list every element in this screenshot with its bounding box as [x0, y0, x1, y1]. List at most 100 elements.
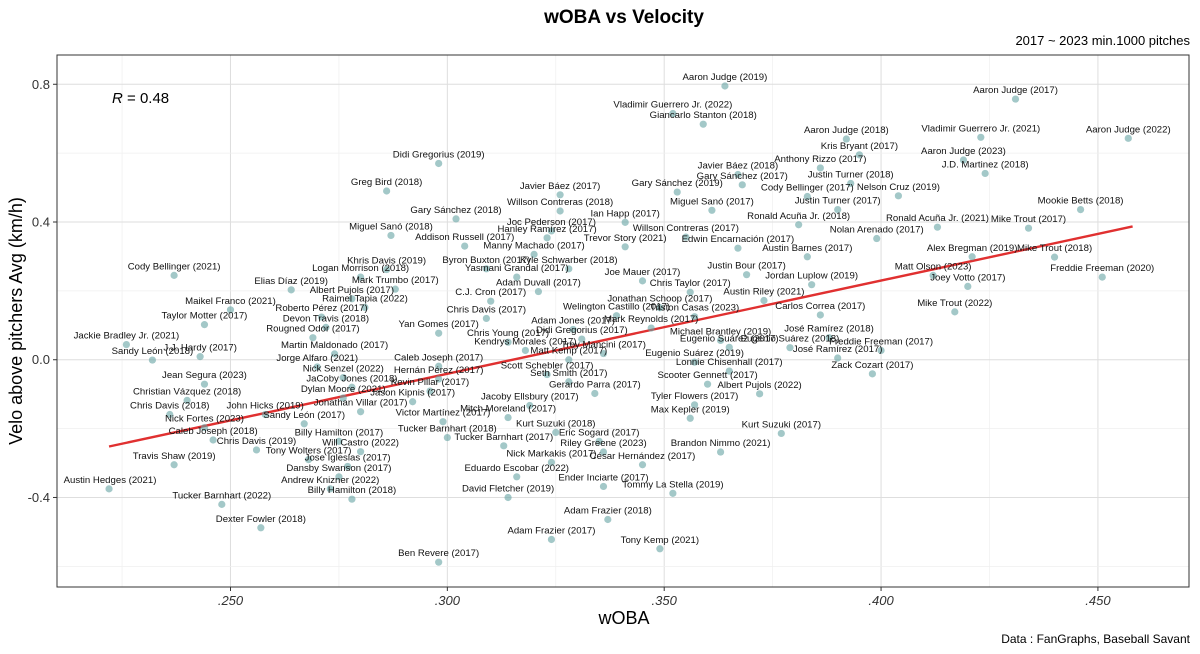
point-label: Mark Trumbo (2017)	[352, 275, 439, 286]
trend-line	[108, 225, 1133, 448]
data-point	[725, 367, 733, 375]
point-label: Eugenio Suárez (2018)	[741, 334, 840, 345]
point-label: Kris Bryant (2017)	[821, 141, 898, 152]
data-point	[200, 321, 209, 329]
point-label: Cody Bellinger (2021)	[128, 261, 221, 272]
point-label: Mookie Betts (2018)	[1038, 196, 1124, 207]
data-point	[690, 313, 699, 321]
data-point	[725, 343, 733, 351]
data-point	[252, 446, 261, 454]
point-label: Victor Martínez (2017)	[396, 408, 491, 419]
data-point	[1076, 206, 1085, 214]
point-label: Austin Barnes (2017)	[762, 243, 852, 254]
point-label: Justin Bour (2017)	[707, 261, 785, 272]
point-label: Eric Sogard (2017)	[559, 427, 640, 438]
point-label: Adam Frazier (2017)	[507, 525, 595, 536]
point-label: Adam Duvall (2017)	[496, 278, 581, 289]
data-point	[209, 436, 217, 444]
point-label: Will Castro (2022)	[322, 438, 399, 449]
point-label: Tony Kemp (2021)	[621, 535, 699, 546]
point-label: Hernán Pérez (2017)	[394, 365, 484, 376]
data-point	[148, 356, 157, 364]
point-label: Mike Trout (2022)	[917, 298, 992, 309]
data-point	[716, 336, 725, 345]
data-point	[816, 311, 824, 319]
data-point	[604, 515, 612, 524]
data-point	[699, 120, 707, 128]
data-point	[300, 420, 308, 428]
data-point	[482, 265, 490, 273]
point-label: Dylan Moore (2021)	[301, 384, 386, 395]
point-label: Greg Bird (2018)	[351, 177, 422, 188]
point-label: Justin Turner (2017)	[795, 196, 881, 207]
data-point	[638, 461, 647, 469]
point-label: Christian Vázquez (2018)	[133, 386, 241, 397]
point-label: Chris Davis (2019)	[217, 436, 296, 447]
point-label: Joe Mauer (2017)	[605, 267, 681, 278]
point-label: JaCoby Jones (2018)	[306, 373, 397, 384]
data-point	[565, 378, 573, 386]
point-label: Tommy La Stella (2019)	[622, 479, 723, 490]
point-label: Adam Frazier (2018)	[564, 506, 652, 517]
data-point	[743, 271, 751, 279]
data-point	[552, 428, 560, 436]
point-label: Kendrys Morales (2017)	[474, 336, 576, 347]
point-label: Freddie Freeman (2017)	[829, 336, 933, 347]
point-label: Yan Gomes (2017)	[398, 319, 478, 330]
data-point	[335, 473, 343, 481]
data-point	[834, 206, 842, 214]
data-point	[526, 401, 534, 410]
point-label: Raimel Tapia (2022)	[322, 293, 408, 304]
data-point	[708, 206, 716, 214]
data-point	[200, 380, 209, 388]
data-point	[287, 286, 295, 294]
point-label: Nick Markakis (2017)	[506, 448, 596, 459]
data-point	[200, 423, 209, 432]
data-point	[435, 558, 443, 566]
point-label: Kurt Suzuki (2018)	[516, 418, 595, 429]
y-axis-ticks: -0.4 0.0 0.4 0.8	[28, 77, 57, 505]
data-point	[530, 250, 538, 258]
point-label: Travis Shaw (2019)	[133, 451, 216, 462]
data-points	[105, 82, 1132, 566]
point-label: Cody Bellinger (2017)	[761, 183, 854, 194]
data-point	[183, 396, 191, 404]
data-point	[326, 485, 334, 493]
data-point	[599, 448, 608, 456]
point-label: J.D. Martinez (2018)	[942, 159, 1029, 170]
point-label: Gerardo Parra (2017)	[549, 379, 641, 390]
data-point	[656, 545, 664, 553]
point-label: Chris Davis (2017)	[447, 304, 526, 315]
data-point	[669, 489, 677, 497]
data-point	[504, 338, 512, 346]
data-point	[170, 271, 178, 279]
point-label: Alex Bregman (2019)	[927, 243, 1018, 254]
data-point	[166, 410, 174, 419]
point-label: Anthony Rizzo (2017)	[774, 154, 866, 165]
point-label: Mark Reynolds (2017)	[604, 314, 698, 325]
data-point	[669, 109, 677, 118]
data-point	[868, 370, 876, 378]
data-point	[612, 312, 621, 320]
point-label: Mitch Moreland (2017)	[460, 404, 556, 415]
data-point	[435, 375, 443, 383]
point-label: Giancarlo Stanton (2018)	[650, 110, 757, 121]
data-point	[513, 273, 521, 281]
point-label: John Hicks (2019)	[227, 400, 304, 411]
data-point	[357, 448, 365, 456]
data-point	[929, 271, 937, 279]
y-axis-title: Velo above pitchers Avg (km/h)	[6, 197, 26, 445]
data-point	[452, 215, 460, 223]
data-point	[343, 462, 352, 471]
data-point	[257, 524, 265, 532]
point-label: Zack Cozart (2017)	[831, 360, 913, 371]
point-label: Carlos Correa (2017)	[775, 301, 865, 312]
point-label: Scott Schebler (2017)	[501, 361, 594, 372]
data-point	[959, 156, 968, 164]
point-label: Taylor Motter (2017)	[162, 311, 248, 322]
data-point	[461, 242, 469, 250]
data-point	[339, 374, 347, 382]
x-tick-label: .250	[218, 593, 244, 608]
point-label: Triston Casas (2023)	[650, 303, 739, 314]
point-label: Mike Trout (2017)	[991, 214, 1066, 225]
